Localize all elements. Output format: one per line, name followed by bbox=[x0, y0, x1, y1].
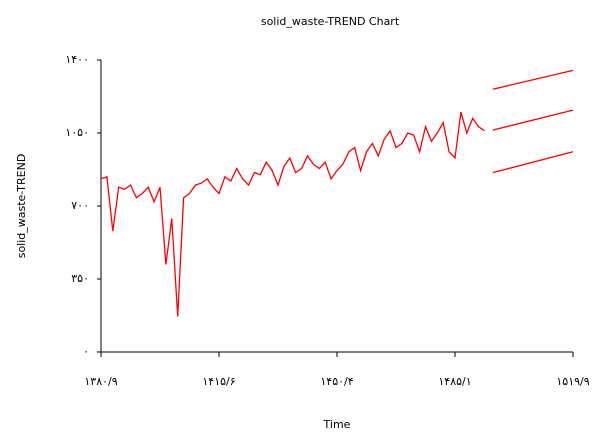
series-line bbox=[492, 109, 574, 131]
x-axis-label: Time bbox=[323, 418, 351, 431]
series-line bbox=[100, 111, 485, 317]
x-tick-label: ۱۴۵۰/۴ bbox=[320, 375, 353, 388]
series-line bbox=[492, 69, 574, 90]
x-tick-label: ۱۵۱۹/۹ bbox=[556, 375, 589, 388]
y-tick-label: ۷۰۰ bbox=[71, 199, 89, 212]
series-line bbox=[492, 151, 574, 174]
x-tick-label: ۱۳۸۰/۹ bbox=[84, 375, 117, 388]
x-tick-label: ۱۴۸۵/۱ bbox=[438, 375, 471, 388]
y-axis-label: solid_waste-TREND bbox=[15, 154, 28, 259]
y-tick-label: ۱۰۵۰ bbox=[65, 126, 89, 139]
y-tick-label: ۰ bbox=[83, 345, 89, 358]
x-tick-label: ۱۴۱۵/۶ bbox=[202, 375, 235, 388]
chart-title: solid_waste-TREND Chart bbox=[261, 15, 400, 28]
y-tick-label: ۳۵۰ bbox=[71, 272, 89, 285]
y-tick-label: ۱۴۰۰ bbox=[65, 53, 89, 66]
